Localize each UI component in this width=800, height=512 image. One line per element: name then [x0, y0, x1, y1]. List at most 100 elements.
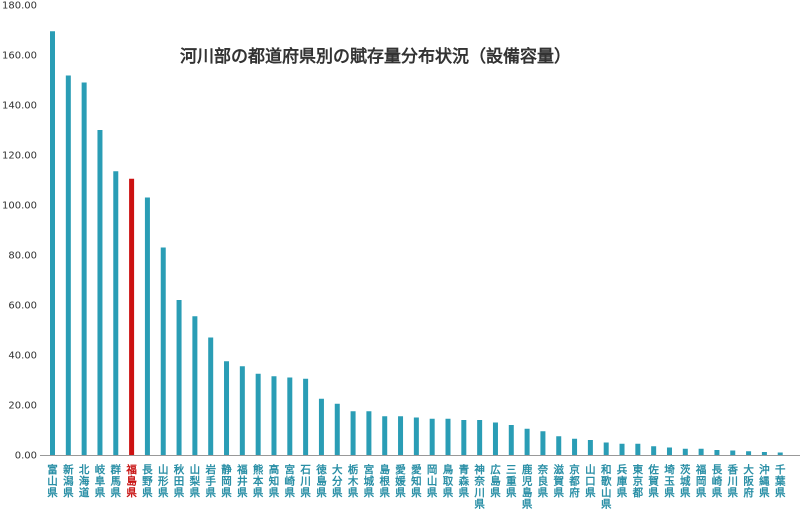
x-tick-label: 茨城県 — [680, 463, 691, 499]
x-tick-label: 青森県 — [458, 463, 470, 499]
bar — [208, 337, 214, 455]
bar — [334, 403, 340, 455]
bar — [366, 411, 372, 455]
x-tick-label: 兵庫県 — [617, 463, 628, 499]
bar — [129, 178, 135, 455]
x-tick-label: 広島県 — [490, 463, 501, 499]
x-tick-label: 静岡県 — [221, 463, 232, 499]
x-tick-label: 香川県 — [727, 463, 739, 499]
x-tick-label: 奈良県 — [537, 463, 549, 499]
x-tick-label: 鳥取県 — [443, 463, 454, 499]
x-tick-label: 京都府 — [568, 463, 580, 499]
bar — [587, 440, 593, 455]
bar — [81, 82, 87, 455]
bar — [477, 420, 483, 455]
bar — [556, 436, 562, 455]
bar — [666, 447, 672, 455]
bar — [572, 438, 578, 455]
bar — [492, 422, 498, 455]
x-tick-label: 福島県 — [125, 463, 137, 499]
x-tick-label: 徳島県 — [315, 463, 327, 499]
bar — [445, 418, 451, 455]
bar — [97, 130, 103, 455]
x-tick-label: 愛媛県 — [394, 463, 406, 499]
x-tick-label: 富山県 — [47, 463, 58, 499]
x-tick-label: 滋賀県 — [552, 463, 564, 499]
chart-title: 河川部の都道府県別の賦存量分布状況（設備容量） — [170, 40, 670, 72]
x-tick-label: 石川県 — [299, 464, 311, 499]
y-tick-label: 100.00 — [2, 201, 37, 212]
bar — [224, 361, 230, 455]
bar — [761, 452, 767, 455]
bar — [635, 443, 641, 455]
x-tick-label: 熊本県 — [253, 463, 264, 499]
bar — [524, 428, 530, 455]
x-tick-label: 埼玉県 — [664, 463, 675, 499]
x-tick-label: 愛知県 — [411, 463, 422, 499]
y-tick-label: 60.00 — [8, 301, 37, 312]
bar — [777, 452, 783, 455]
bar — [508, 425, 514, 455]
y-tick-label: 80.00 — [8, 251, 37, 262]
x-tick-label: 群馬県 — [111, 463, 122, 499]
bar — [287, 377, 293, 455]
x-tick-label: 島根県 — [379, 463, 390, 499]
bar — [651, 446, 657, 455]
bar — [113, 171, 119, 455]
bar — [144, 197, 150, 455]
y-tick-label: 120.00 — [2, 151, 37, 162]
x-tick-label: 大阪府 — [743, 463, 754, 499]
x-tick-label: 沖縄県 — [759, 463, 770, 499]
bar — [160, 247, 166, 455]
bar — [50, 31, 55, 455]
x-tick-label: 鹿児島県 — [521, 463, 533, 511]
y-tick-label: 0.00 — [15, 451, 37, 462]
bar — [603, 442, 609, 455]
x-tick-label: 宮崎県 — [285, 463, 296, 499]
x-tick-label: 北海道 — [79, 463, 90, 499]
bar — [303, 378, 309, 455]
x-tick-label: 神奈川県 — [473, 463, 485, 511]
bar — [318, 398, 324, 455]
x-tick-label: 宮城県 — [364, 463, 375, 499]
x-tick-label: 山梨県 — [189, 463, 201, 499]
bar — [239, 366, 245, 455]
x-tick-label: 岡山県 — [427, 464, 438, 499]
bar — [382, 416, 388, 455]
bar — [461, 420, 467, 455]
x-tick-label: 高知県 — [269, 463, 280, 499]
x-tick-label: 三重県 — [506, 464, 517, 499]
bar — [271, 376, 277, 455]
x-axis-labels: 富山県新潟県北海道岐阜県群馬県福島県長野県山形県秋田県山梨県岩手県静岡県福井県熊… — [47, 463, 786, 511]
y-axis: 0.00 20.00 40.00 60.00 80.00 100.00 120.00 140.… — [2, 1, 37, 462]
y-tick-label: 40.00 — [8, 351, 37, 362]
x-tick-label: 大分県 — [332, 463, 343, 499]
bar — [192, 316, 198, 455]
x-tick-label: 山口県 — [585, 463, 596, 499]
x-tick-label: 和歌山県 — [600, 463, 612, 511]
bar — [65, 75, 71, 455]
y-tick-label: 160.00 — [2, 51, 37, 62]
bar — [413, 417, 419, 455]
x-tick-label: 長野県 — [142, 464, 153, 499]
bar — [398, 416, 404, 455]
x-tick-label: 福岡県 — [695, 463, 707, 499]
bar — [350, 411, 356, 455]
bar — [429, 418, 435, 455]
bar — [746, 451, 752, 455]
chart-title-text: 河川部の都道府県別の賦存量分布状況（設備容量） — [180, 46, 571, 67]
bar — [255, 373, 261, 455]
bar-series — [50, 31, 783, 455]
x-tick-label: 岩手県 — [204, 463, 216, 499]
bar — [682, 448, 688, 455]
x-tick-label: 新潟県 — [63, 463, 74, 499]
x-tick-label: 福井県 — [236, 463, 248, 499]
bar — [730, 450, 736, 455]
x-tick-label: 長崎県 — [712, 464, 723, 499]
y-tick-label: 180.00 — [2, 1, 37, 12]
x-tick-label: 栃木県 — [347, 463, 359, 499]
chart-title-background — [170, 40, 670, 72]
x-tick-label: 山形県 — [158, 463, 169, 499]
x-tick-label: 佐賀県 — [647, 463, 659, 499]
